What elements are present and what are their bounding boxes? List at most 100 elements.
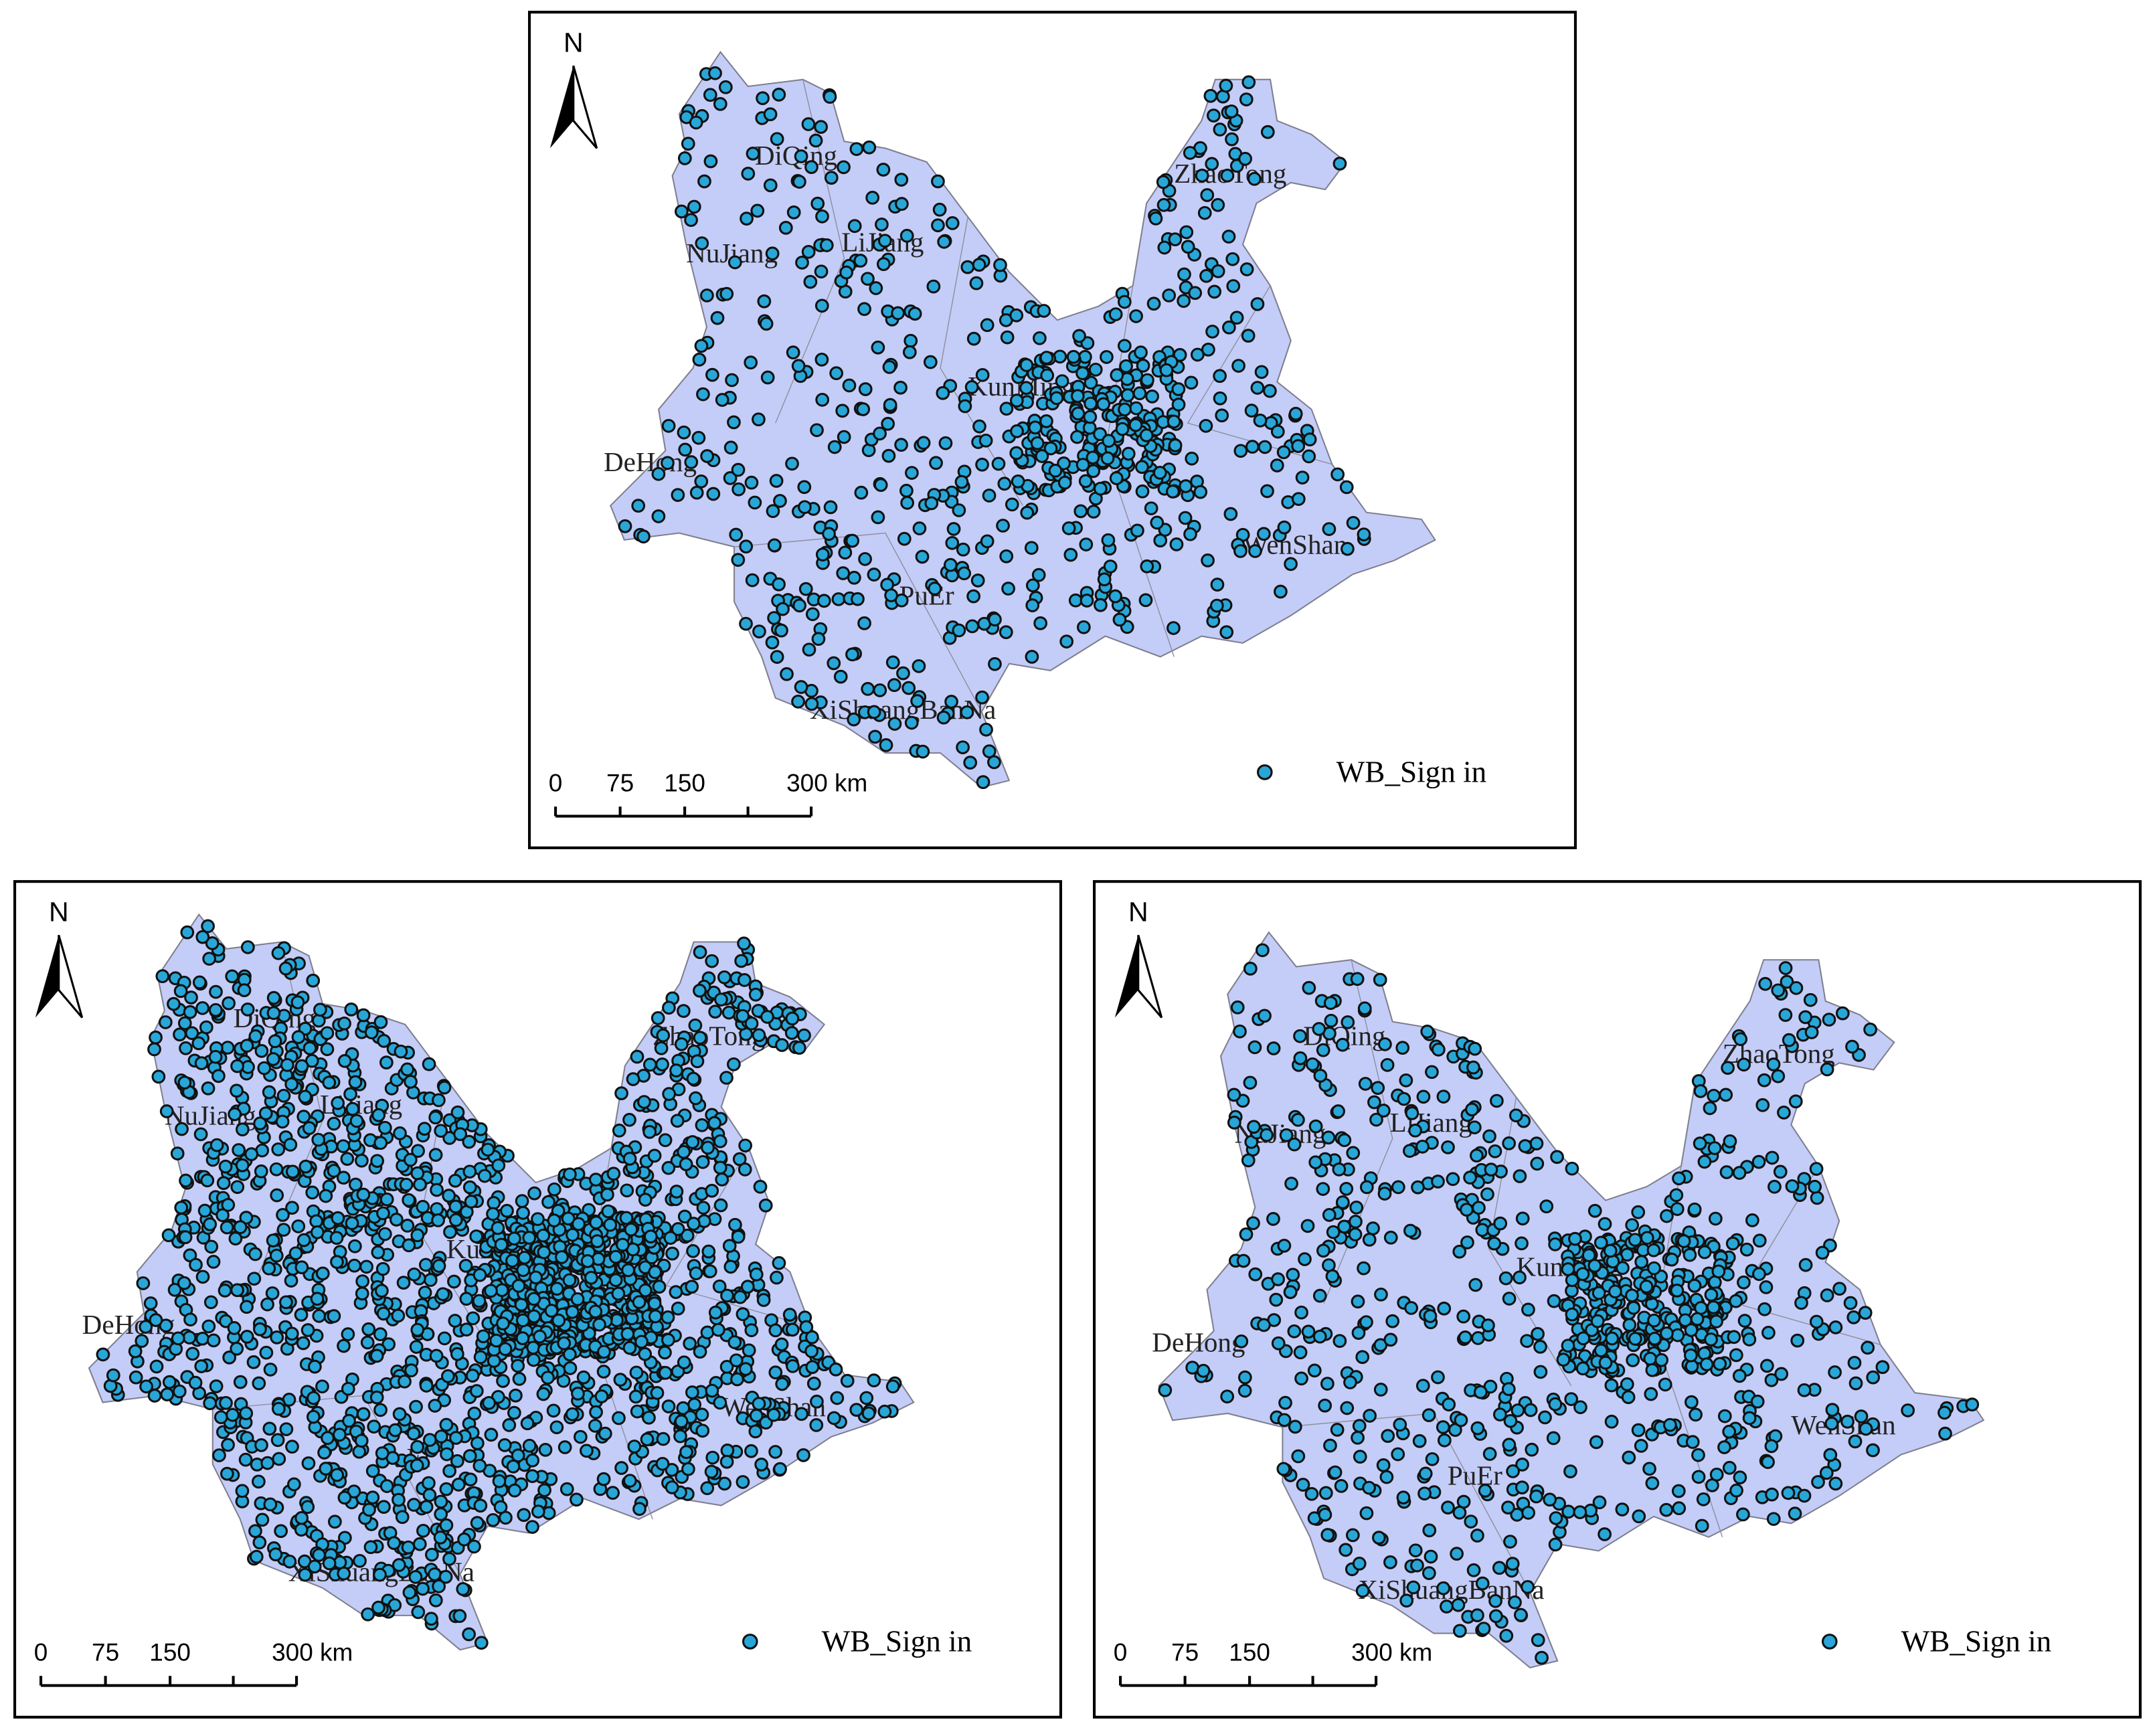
sign-in-point [230,1283,244,1298]
sign-in-point [1423,1309,1438,1323]
sign-in-point [1695,1518,1709,1533]
sign-in-point [1543,1492,1557,1507]
sign-in-point [1529,1489,1543,1504]
sign-in-point [271,946,286,960]
sign-in-point [916,436,931,450]
sign-in-point [1178,511,1193,525]
sign-in-point [801,117,816,131]
sign-in-point [280,1057,294,1072]
sign-in-point [437,1080,452,1095]
sign-in-point [900,495,914,510]
sign-in-point [1782,1033,1796,1047]
sign-in-point [218,1283,232,1298]
sign-in-point [749,1408,764,1423]
sign-in-point [1079,537,1094,551]
sign-in-point [1291,1449,1306,1464]
sign-in-point [1000,330,1015,345]
sign-in-point [1325,1269,1340,1284]
sign-in-point [487,1354,501,1368]
sign-in-point [1709,1314,1723,1328]
sign-in-point [177,1016,192,1031]
sign-in-point [364,1025,379,1040]
sign-in-point [1183,146,1197,160]
sign-in-point [1548,1237,1563,1251]
sign-in-point [700,1325,715,1340]
sign-in-point [658,1133,673,1148]
sign-in-point [208,1049,223,1064]
sign-in-point [861,682,875,696]
sign-in-point [296,1110,311,1124]
sign-in-point [1028,420,1043,435]
sign-in-point [713,1160,727,1175]
sign-in-point [719,1071,734,1085]
sign-in-point [1393,1417,1407,1432]
sign-in-point [344,1002,359,1017]
sign-in-point [170,1146,185,1160]
sign-in-point [1733,1032,1748,1047]
sign-in-point [1789,980,1804,995]
sign-in-point [369,1349,384,1363]
sign-in-point [228,1231,243,1246]
sign-in-point [1771,983,1786,998]
sign-in-point [442,1464,457,1478]
sign-in-point [719,286,734,301]
sign-in-point [211,1069,226,1083]
sign-in-point [865,191,880,205]
sign-in-point [1501,1382,1516,1396]
sign-in-point [696,1201,711,1215]
sign-in-point [592,1317,606,1332]
sign-in-point [416,1581,430,1596]
sign-in-point [960,705,974,719]
sign-in-point [954,474,969,489]
sign-in-point [1177,294,1191,309]
sign-in-point [895,197,909,211]
sign-in-point [871,340,885,355]
sign-in-point [246,1355,261,1369]
sign-in-point [768,1365,783,1380]
sign-in-point [1221,230,1236,244]
sign-in-point [347,1484,361,1498]
sign-in-point [805,607,820,622]
sign-in-point [1349,1215,1363,1229]
sign-in-point [1316,1182,1330,1196]
sign-in-point [287,1477,301,1492]
sign-in-point [837,160,851,175]
sign-in-point [887,717,902,731]
sign-in-point [1411,1180,1425,1195]
sign-in-point [294,1260,309,1275]
sign-in-point [151,1069,166,1084]
sign-in-point [473,1498,488,1513]
map-panel: DiQingNuJiangLiJiangZhaoTongKunMingDeHon… [13,880,1062,1719]
sign-in-point [557,1336,572,1351]
sign-in-point [671,1222,685,1236]
sign-in-point [705,1183,719,1198]
sign-in-point [1121,446,1136,461]
sign-in-point [1431,1370,1445,1385]
sign-in-point [1200,188,1215,202]
sign-in-point [1263,383,1277,398]
sign-in-point [538,1443,553,1457]
sign-in-point [1009,394,1024,408]
sign-in-point [1328,1465,1343,1480]
sign-in-point [975,690,989,705]
sign-in-point [557,1440,572,1454]
sign-in-point [877,1404,892,1419]
sign-in-point [768,1445,782,1459]
sign-in-point [881,448,896,463]
sign-in-point [1764,1439,1779,1454]
sign-in-point [767,611,781,625]
sign-in-point [1684,1348,1698,1363]
sign-in-point [377,1120,392,1135]
sign-in-point [222,1351,237,1365]
sign-in-point [749,1267,764,1282]
sign-in-point [760,370,775,385]
sign-in-point [958,399,972,414]
sign-in-point [1117,339,1132,353]
sign-in-point [294,1308,309,1322]
sign-in-point [879,738,893,752]
sign-in-point [908,307,922,321]
scale-label: 0 [549,770,563,797]
sign-in-point [1084,396,1098,411]
sign-in-point [1009,446,1024,460]
sign-in-point [773,1462,787,1476]
